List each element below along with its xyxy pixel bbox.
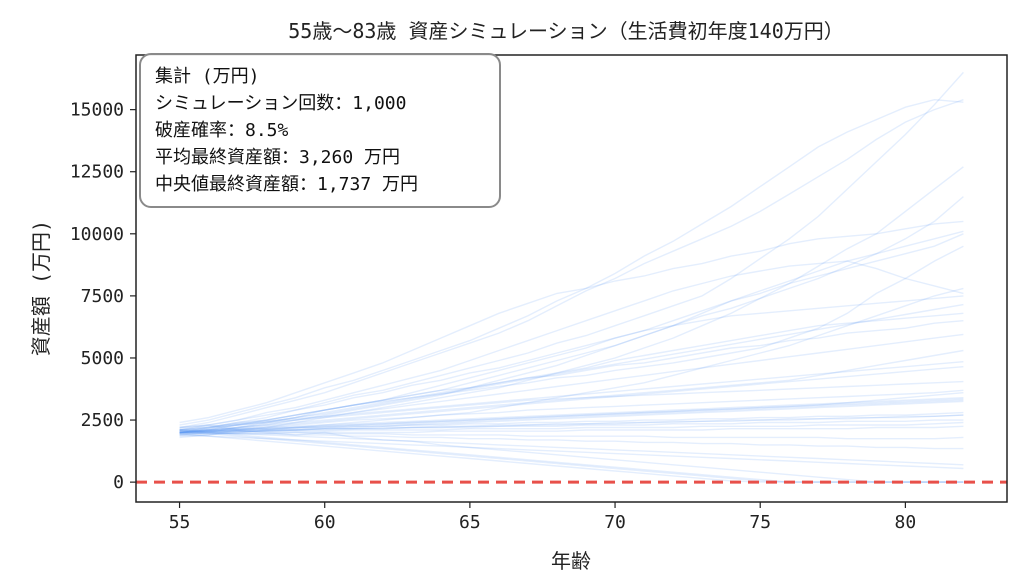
simulation-path-3: [179, 99, 964, 429]
simulation-path-25: [179, 429, 964, 440]
simulation-path-14: [179, 366, 964, 435]
simulation-path-30: [179, 433, 964, 483]
y-tick-label-12500: 12500: [70, 162, 124, 183]
simulation-path-10: [179, 295, 964, 429]
y-tick-label-15000: 15000: [70, 100, 124, 121]
simulation-path-18: [179, 398, 964, 434]
simulation-path-19: [179, 400, 964, 436]
stats-heading: 集計 (万円): [155, 66, 260, 87]
y-tick-label-0: 0: [113, 472, 124, 493]
simulation-path-26: [179, 431, 964, 450]
simulation-path-23: [179, 421, 964, 434]
simulation-path-38: [179, 392, 964, 434]
simulation-path-11: [179, 312, 964, 434]
simulation-path-4: [179, 98, 964, 426]
simulation-path-12: [179, 320, 964, 431]
stats-bankruptcy-rate: 破産確率：8.5%: [155, 120, 289, 141]
y-axis-label: 資産額 (万円): [29, 220, 53, 356]
simulation-path-1: [179, 245, 964, 431]
y-axis-ticks: 0 2500 5000 7500 10000 12500 15000: [70, 100, 136, 493]
x-axis-ticks: 55 60 65 70 75 80: [169, 502, 917, 533]
x-tick-label-75: 75: [749, 512, 771, 533]
simulation-path-20: [179, 411, 964, 431]
simulation-path-13: [179, 349, 964, 434]
simulation-path-22: [179, 419, 964, 432]
simulation-path-15: [179, 380, 964, 431]
simulation-path-35: [179, 333, 964, 434]
simulation-path-2: [179, 71, 964, 434]
simulation-path-29: [179, 431, 964, 483]
x-tick-label-70: 70: [604, 512, 626, 533]
simulation-path-21: [179, 414, 964, 434]
simulation-path-33: [179, 196, 964, 434]
simulation-path-17: [179, 397, 964, 432]
simulation-path-34: [179, 287, 964, 437]
simulation-path-24: [179, 425, 964, 435]
simulation-path-8: [179, 233, 964, 436]
stats-simulation-count: シミュレーション回数：1,000: [155, 93, 407, 114]
x-tick-label-55: 55: [169, 512, 191, 533]
stats-box: 集計 (万円) シミュレーション回数：1,000 破産確率：8.5% 平均最終資…: [139, 53, 501, 208]
stats-mean-final-assets: 平均最終資産額：3,260 万円: [155, 147, 401, 168]
simulation-path-5: [179, 166, 964, 439]
simulation-path-7: [179, 230, 964, 434]
simulation-path-31: [179, 429, 964, 483]
chart-title: 55歳〜83歳 資産シミュレーション（生活費初年度140万円）: [288, 19, 844, 43]
simulation-path-9: [179, 260, 964, 431]
x-tick-label-65: 65: [459, 512, 481, 533]
simulation-path-32: [179, 424, 964, 483]
simulation-path-28: [179, 434, 964, 470]
stats-median-final-assets: 中央値最終資産額：1,737 万円: [155, 174, 419, 195]
y-tick-label-7500: 7500: [81, 286, 124, 307]
x-tick-label-60: 60: [314, 512, 336, 533]
y-tick-label-5000: 5000: [81, 348, 124, 369]
simulation-path-36: [179, 361, 964, 430]
simulation-path-6: [179, 220, 964, 424]
y-tick-label-2500: 2500: [81, 410, 124, 431]
simulation-path-27: [179, 430, 964, 466]
x-axis-label: 年齢: [551, 549, 591, 573]
simulation-path-39: [179, 399, 964, 435]
simulation-path-37: [179, 303, 964, 432]
series-group: [179, 71, 964, 483]
simulation-path-16: [179, 389, 964, 434]
x-tick-label-80: 80: [895, 512, 917, 533]
simulation-path-40: [179, 414, 964, 434]
plot-frame: [135, 54, 1008, 503]
y-tick-label-10000: 10000: [70, 224, 124, 245]
